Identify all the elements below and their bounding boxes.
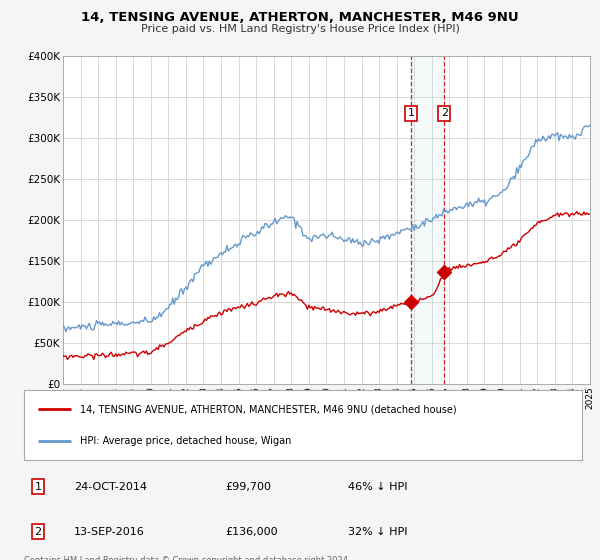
Bar xyxy=(411,56,444,384)
Text: £99,700: £99,700 xyxy=(225,482,271,492)
Text: £136,000: £136,000 xyxy=(225,527,278,536)
Text: 24-OCT-2014: 24-OCT-2014 xyxy=(74,482,147,492)
Text: 1: 1 xyxy=(34,482,41,492)
Text: 14, TENSING AVENUE, ATHERTON, MANCHESTER, M46 9NU (detached house): 14, TENSING AVENUE, ATHERTON, MANCHESTER… xyxy=(80,404,457,414)
Text: 2: 2 xyxy=(34,527,41,536)
Text: HPI: Average price, detached house, Wigan: HPI: Average price, detached house, Wiga… xyxy=(80,436,291,446)
Text: Contains HM Land Registry data © Crown copyright and database right 2024.
This d: Contains HM Land Registry data © Crown c… xyxy=(24,556,350,560)
Text: 14, TENSING AVENUE, ATHERTON, MANCHESTER, M46 9NU: 14, TENSING AVENUE, ATHERTON, MANCHESTER… xyxy=(81,11,519,24)
Text: 2: 2 xyxy=(440,108,448,118)
Text: 46% ↓ HPI: 46% ↓ HPI xyxy=(347,482,407,492)
Text: 32% ↓ HPI: 32% ↓ HPI xyxy=(347,527,407,536)
Text: Price paid vs. HM Land Registry's House Price Index (HPI): Price paid vs. HM Land Registry's House … xyxy=(140,24,460,34)
Text: 1: 1 xyxy=(407,108,415,118)
Text: 13-SEP-2016: 13-SEP-2016 xyxy=(74,527,145,536)
